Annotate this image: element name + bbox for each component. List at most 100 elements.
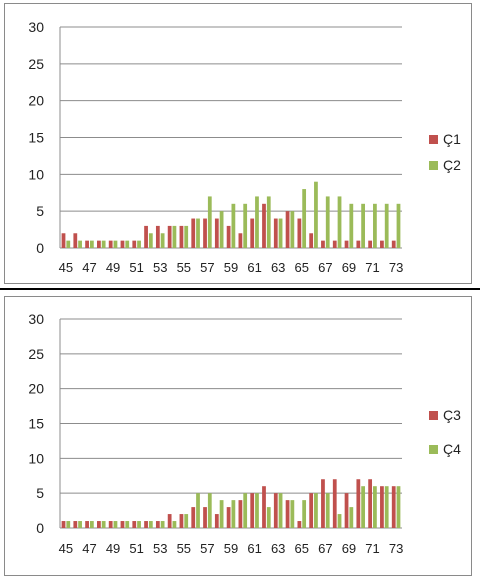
- x-tick-label: 71: [365, 260, 379, 275]
- y-tick-label: 15: [28, 416, 44, 432]
- bar-ç1-60: [238, 233, 243, 248]
- bar-ç4-66: [314, 493, 318, 528]
- bar-ç4-68: [337, 514, 342, 528]
- x-tick-label: 69: [342, 260, 356, 275]
- bar-ç2-45: [66, 240, 71, 248]
- x-tick-label: 59: [224, 541, 238, 556]
- bar-ç4-63: [278, 493, 283, 528]
- y-tick-label: 0: [36, 520, 44, 536]
- bar-ç4-73: [396, 486, 401, 528]
- bar-ç1-50: [120, 240, 125, 248]
- bar-ç4-50: [125, 521, 130, 528]
- bar-ç1-71: [368, 240, 373, 248]
- bar-ç4-72: [384, 486, 389, 528]
- y-tick-label: 5: [36, 485, 44, 501]
- bar-ç2-72: [384, 203, 389, 248]
- bar-ç2-53: [160, 233, 165, 248]
- bar-ç1-69: [344, 240, 349, 248]
- x-tick-label: 55: [177, 541, 191, 556]
- bar-ç4-60: [243, 493, 248, 528]
- bar-ç2-47: [89, 240, 94, 248]
- bar-ç4-70: [361, 486, 365, 528]
- bar-ç3-73: [391, 486, 396, 528]
- bar-ç3-50: [120, 521, 125, 528]
- bar-ç3-64: [285, 500, 290, 528]
- bar-ç1-62: [262, 203, 266, 248]
- x-tick-label: 61: [247, 260, 261, 275]
- bar-ç2-71: [373, 203, 377, 248]
- legend-swatch: [429, 135, 438, 144]
- bar-ç2-55: [184, 225, 189, 248]
- bar-ç3-49: [108, 521, 113, 528]
- bar-ç3-47: [85, 521, 89, 528]
- bar-ç4-65: [302, 500, 307, 528]
- legend-label: Ç4: [443, 441, 461, 457]
- bar-chart-top: 0 5 10 15 20 25 30 45 47 49 51 53 55 57 59 61 63 65 67 69 71…: [28, 19, 461, 275]
- bar-ç4-69: [349, 507, 354, 528]
- x-tick-label: 51: [129, 260, 143, 275]
- y-tick-label: 10: [28, 166, 44, 182]
- bar-ç3-65: [297, 521, 302, 528]
- bar-ç3-66: [309, 493, 314, 528]
- bar-ç2-60: [243, 203, 248, 248]
- bar-ç2-63: [278, 218, 283, 248]
- x-tick-label: 67: [318, 260, 332, 275]
- x-tick-label: 49: [106, 260, 120, 275]
- bar-ç4-55: [184, 514, 189, 528]
- bar-ç1-70: [356, 240, 361, 248]
- bar-ç1-53: [155, 225, 160, 248]
- y-tick-label: 10: [28, 450, 44, 466]
- separator-line: [0, 288, 480, 290]
- bar-ç4-71: [373, 486, 377, 528]
- y-tick-label: 30: [28, 19, 44, 35]
- bar-ç1-58: [214, 218, 219, 248]
- bar-ç3-61: [250, 493, 255, 528]
- bar-ç3-71: [368, 479, 373, 528]
- bar-ç2-46: [78, 240, 82, 248]
- x-tick-label: 61: [247, 541, 261, 556]
- bar-ç4-52: [148, 521, 153, 528]
- legend-label: Ç2: [443, 157, 461, 173]
- x-tick-label: 57: [200, 541, 214, 556]
- x-tick-label: 59: [224, 260, 238, 275]
- bar-ç2-69: [349, 203, 354, 248]
- bar-ç3-69: [344, 493, 349, 528]
- bar-ç1-65: [297, 218, 302, 248]
- bar-ç4-46: [78, 521, 82, 528]
- x-tick-label: 47: [82, 541, 96, 556]
- bar-ç1-68: [332, 240, 337, 248]
- bar-ç3-60: [238, 500, 243, 528]
- bar-ç1-61: [250, 218, 255, 248]
- bar-ç2-59: [231, 203, 236, 248]
- x-tick-label: 53: [153, 541, 167, 556]
- bar-ç1-57: [203, 218, 207, 248]
- y-tick-label: 5: [36, 203, 44, 219]
- bar-ç2-56: [196, 218, 200, 248]
- bar-ç1-45: [61, 233, 66, 248]
- bar-ç4-57: [207, 493, 212, 528]
- bar-ç3-53: [155, 521, 160, 528]
- bar-ç3-62: [262, 486, 266, 528]
- bar-ç3-56: [191, 507, 196, 528]
- bar-ç2-58: [219, 211, 224, 248]
- bar-ç1-51: [132, 240, 137, 248]
- legend-swatch: [429, 445, 438, 454]
- bar-ç4-49: [113, 521, 118, 528]
- x-tick-label: 47: [82, 260, 96, 275]
- bar-ç4-58: [219, 500, 224, 528]
- bar-ç3-48: [97, 521, 101, 528]
- bar-ç1-54: [167, 225, 172, 248]
- bar-ç1-72: [380, 240, 384, 248]
- bar-ç2-57: [207, 196, 212, 248]
- bar-ç4-54: [172, 521, 177, 528]
- x-tick-label: 65: [295, 541, 309, 556]
- bar-ç3-54: [167, 514, 172, 528]
- x-tick-label: 73: [389, 541, 403, 556]
- y-tick-label: 25: [28, 56, 44, 72]
- bar-ç1-73: [391, 240, 396, 248]
- x-tick-label: 73: [389, 260, 403, 275]
- bar-ç4-59: [231, 500, 236, 528]
- bar-ç1-48: [97, 240, 101, 248]
- x-tick-label: 63: [271, 541, 285, 556]
- bar-ç3-70: [356, 479, 361, 528]
